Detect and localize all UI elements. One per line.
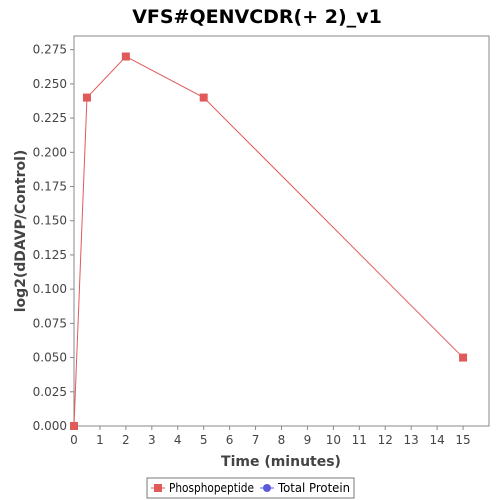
y-axis-label: log2(dDAVP/Control): [13, 150, 29, 313]
y-tick-label: 0.225: [33, 111, 67, 125]
data-point: [199, 93, 208, 102]
legend-marker: [154, 484, 162, 492]
plot-area: [73, 35, 490, 427]
x-tick-label: 15: [455, 433, 470, 447]
x-tick-label: 1: [96, 433, 104, 447]
legend-label: Phosphopeptide: [169, 481, 254, 495]
x-tick-label: 5: [200, 433, 208, 447]
y-tick-label: 0.125: [33, 248, 67, 262]
x-tick-label: 10: [326, 433, 341, 447]
y-tick-label: 0.175: [33, 180, 67, 194]
x-tick-label: 11: [352, 433, 367, 447]
y-tick-label: 0.100: [33, 282, 67, 296]
x-tick-label: 2: [122, 433, 130, 447]
legend-marker: [263, 484, 271, 492]
x-tick-label: 0: [70, 433, 78, 447]
x-tick-label: 12: [378, 433, 393, 447]
y-tick-label: 0.275: [33, 43, 67, 57]
y-tick-label: 0.150: [33, 214, 67, 228]
y-tick-label: 0.250: [33, 77, 67, 91]
y-tick-label: 0.075: [33, 316, 67, 330]
data-point: [70, 422, 78, 430]
y-tick-label: 0.050: [33, 351, 67, 365]
y-axis: 0.000 0.025 0.050 0.075 0.100 0.125 0.150 0.175…: [33, 43, 74, 433]
y-tick-label: 0.000: [33, 419, 67, 433]
legend: Phosphopeptide Total Protein: [146, 477, 355, 499]
data-point: [121, 52, 130, 61]
x-tick-label: 7: [252, 433, 260, 447]
legend-label: Total Protein: [277, 481, 350, 495]
data-point: [82, 93, 91, 102]
x-tick-label: 8: [278, 433, 286, 447]
x-tick-label: 13: [404, 433, 419, 447]
x-tick-label: 6: [226, 433, 234, 447]
y-tick-label: 0.200: [33, 145, 67, 159]
x-tick-label: 9: [304, 433, 312, 447]
x-axis: 0 1 2 3 4 5 6 7 8 9 10 11 12 13 14 15: [70, 426, 471, 447]
x-tick-label: 14: [429, 433, 444, 447]
y-tick-label: 0.025: [33, 385, 67, 399]
x-tick-label: 3: [148, 433, 156, 447]
chart-title: VFS#QENVCDR(+ 2)_v1: [132, 6, 382, 28]
series-layer: [70, 52, 468, 430]
x-axis-label: Time (minutes): [221, 454, 341, 470]
legend-box: [146, 477, 355, 499]
data-point: [459, 353, 468, 362]
x-tick-label: 4: [174, 433, 182, 447]
